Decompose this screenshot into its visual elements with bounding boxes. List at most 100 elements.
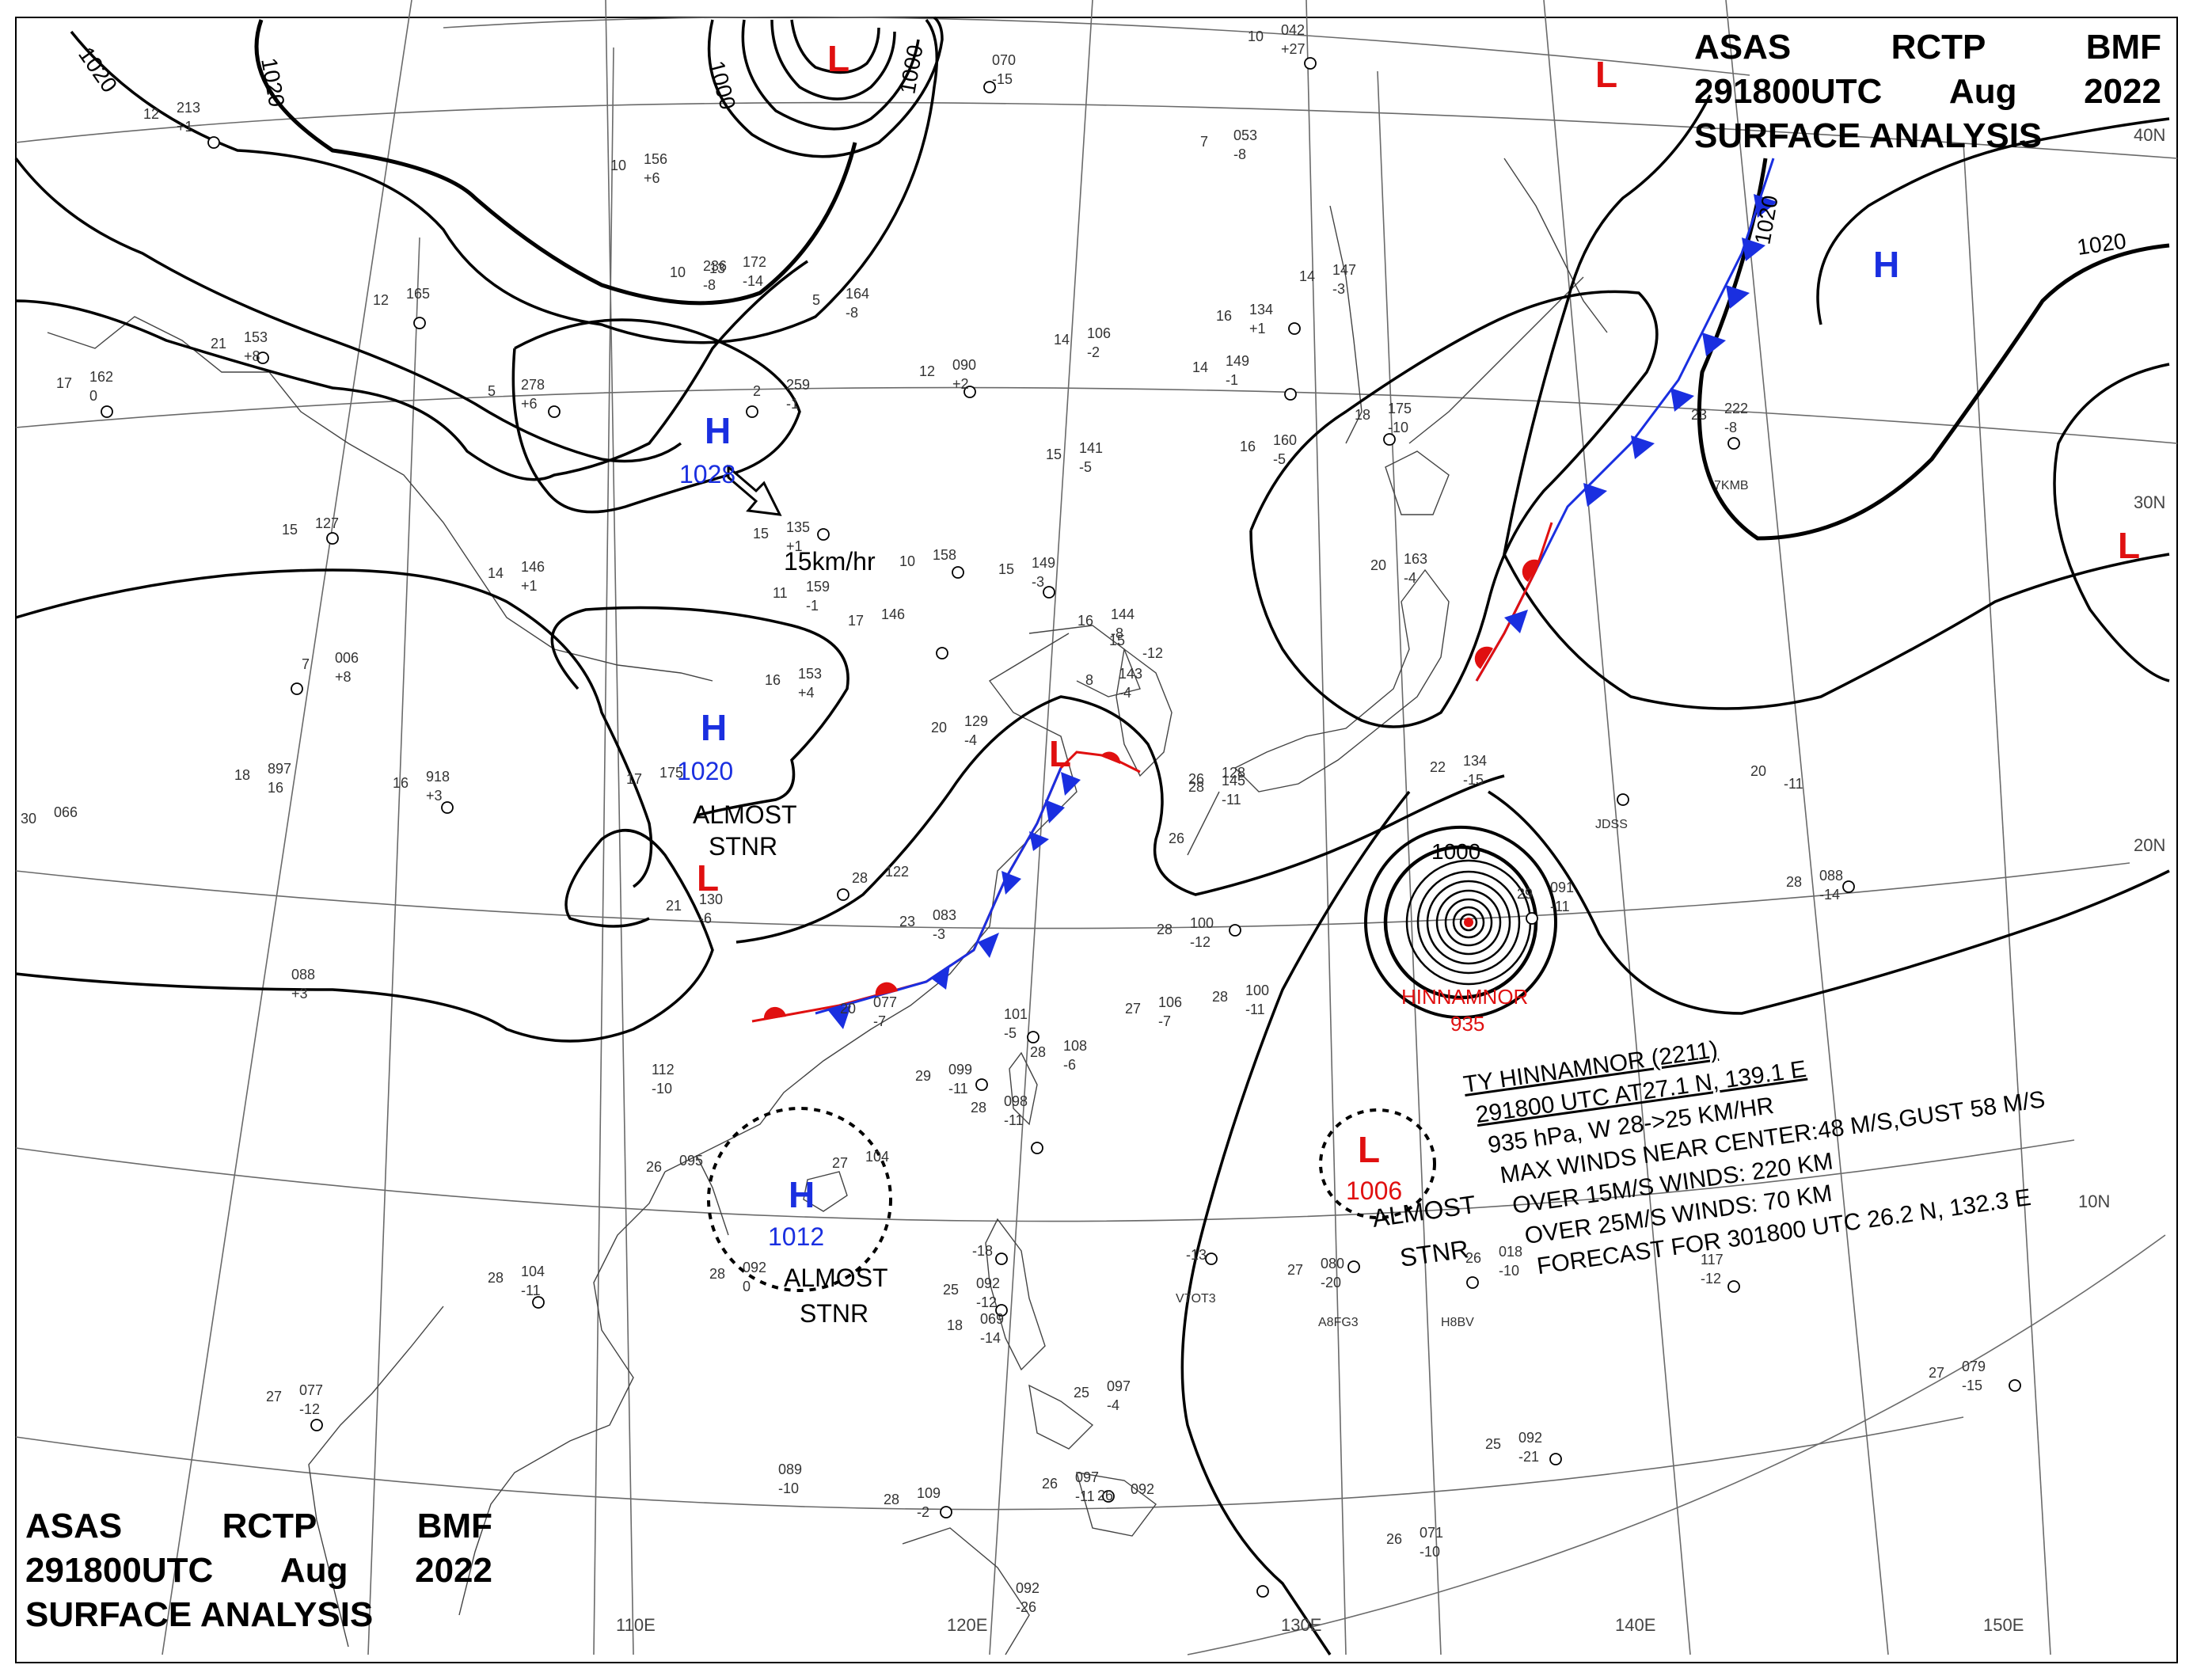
lon-label: 130E — [1281, 1615, 1321, 1635]
station-pressure: 018 — [1499, 1244, 1522, 1260]
isobars — [14, 16, 2170, 1655]
station-marker — [1102, 1490, 1115, 1503]
station-tendency: -20 — [1321, 1275, 1341, 1290]
lat-label: 40N — [2134, 125, 2165, 145]
station-pressure: 079 — [1962, 1359, 1986, 1374]
ty-ring-6 — [1452, 906, 1485, 939]
station-temp: 16 — [393, 775, 409, 791]
isobar-east-big — [1503, 94, 2170, 710]
high-center: H — [1873, 244, 1899, 285]
station-temp: 15 — [1046, 447, 1062, 462]
meridian-115e — [367, 237, 420, 1655]
station-tendency: -26 — [1016, 1599, 1036, 1615]
station-temp: 10 — [670, 264, 686, 280]
station-marker — [1727, 437, 1740, 450]
station-tendency: -4 — [964, 732, 977, 748]
station-tendency: 16 — [268, 780, 283, 796]
ty-ring-4 — [1435, 889, 1502, 956]
station-tendency: -12 — [299, 1401, 320, 1417]
header-code: BMF — [416, 1507, 492, 1545]
high-pressure: 1028 — [679, 460, 735, 488]
station-pressure: 144 — [1111, 606, 1135, 622]
station-temp: 21 — [211, 336, 226, 352]
graticule — [15, 0, 2178, 1655]
station-temp: 22 — [1430, 759, 1446, 775]
ty-ring-5 — [1444, 898, 1493, 947]
station-marker — [1229, 924, 1241, 937]
station-tendency: +6 — [521, 396, 538, 412]
station-marker — [1549, 1453, 1562, 1465]
station-temp: 18 — [947, 1317, 963, 1333]
station-pressure: 153 — [798, 666, 822, 682]
station-pressure: 128 — [1222, 765, 1245, 781]
station-pressure: 153 — [244, 329, 268, 345]
station-temp: 12 — [373, 292, 389, 308]
station-pressure: 162 — [89, 369, 113, 385]
station-tendency: +3 — [426, 788, 443, 804]
stnr-note: STNR — [709, 832, 777, 861]
header-year: 2022 — [2084, 72, 2161, 111]
station-marker — [1383, 433, 1396, 446]
station-tendency: -10 — [778, 1480, 799, 1496]
ship-id: JDSS — [1595, 818, 1628, 831]
front-triangle — [1029, 831, 1049, 851]
station-temp: 16 — [765, 672, 781, 688]
station-pressure: 156 — [644, 151, 667, 167]
station-temp: 14 — [1299, 268, 1315, 284]
station-marker — [548, 405, 561, 418]
station-temp: 16 — [1216, 308, 1232, 324]
dashed-circle-h — [707, 1107, 892, 1292]
station-temp: 10 — [610, 158, 626, 173]
station-tendency: +27 — [1281, 41, 1306, 57]
station-marker — [207, 136, 220, 149]
low-center: L — [2118, 525, 2140, 566]
isobar-outer-n — [70, 18, 939, 344]
station-temp: 15 — [753, 526, 769, 542]
station-pressure: 109 — [917, 1485, 941, 1501]
station-tendency: -11 — [1222, 792, 1241, 808]
station-temp: 17 — [56, 375, 72, 391]
station-temp: 11 — [773, 585, 788, 601]
station-temp: 26 — [1465, 1250, 1481, 1266]
station-tendency: -21 — [1518, 1449, 1539, 1465]
station-marker — [291, 682, 303, 695]
coast-china-east — [664, 633, 1077, 1173]
meridian-120e — [593, 47, 614, 1655]
station-pressure: 127 — [315, 515, 339, 531]
station-temp: 28 — [1030, 1044, 1046, 1060]
coast-kuril — [1408, 276, 1584, 444]
station-marker — [413, 317, 426, 329]
station-temp: 16 — [1077, 613, 1093, 629]
station-pressure: 092 — [743, 1260, 766, 1275]
isobar-south-big — [1180, 790, 1411, 1655]
station-tendency: -8 — [703, 277, 716, 293]
header-month: Aug — [279, 1551, 348, 1590]
almost-note: ALMOST — [693, 800, 797, 829]
station-tendency: +1 — [177, 119, 193, 135]
parallel-35n — [15, 101, 2178, 159]
station-tendency: -10 — [1420, 1544, 1440, 1560]
station-pressure: 089 — [778, 1461, 802, 1477]
station-marker — [1288, 322, 1301, 335]
station-temp: 28 — [852, 870, 868, 886]
coast-malay — [308, 1306, 444, 1648]
header-station: RCTP — [1891, 28, 1986, 67]
station-marker — [2009, 1379, 2021, 1392]
station-pressure: 143 — [1119, 666, 1142, 682]
front-triangle — [1726, 285, 1750, 309]
station-tendency: -7 — [873, 1013, 886, 1029]
low-center: L — [1049, 733, 1071, 774]
station-temp: 28 — [1786, 874, 1802, 890]
station-temp: 20 — [840, 1001, 856, 1017]
warm-front-east — [1475, 522, 1553, 682]
station-pressure: 108 — [1063, 1038, 1087, 1054]
station-temp: 15 — [282, 522, 298, 538]
ship-id: H8BV — [1441, 1316, 1474, 1329]
station-temp: 20 — [1750, 763, 1766, 779]
high-center: H — [701, 707, 727, 748]
lon-label: 110E — [616, 1615, 656, 1635]
header-code: BMF — [2085, 28, 2161, 67]
station-temp: 27 — [1287, 1262, 1303, 1278]
station-pressure: 097 — [1075, 1469, 1099, 1485]
